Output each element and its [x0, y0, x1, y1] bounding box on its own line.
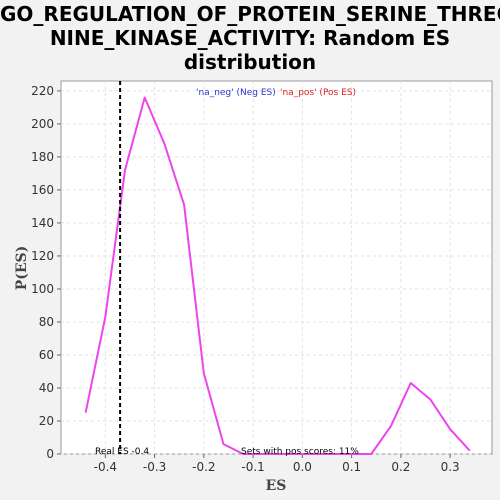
- x-tick-label: -0.2: [192, 460, 215, 474]
- y-tick-label: 60: [39, 348, 54, 362]
- y-tick-label: 120: [31, 249, 54, 263]
- y-tick-label: 0: [46, 447, 54, 461]
- title-line-1: GO_REGULATION_OF_PROTEIN_SERINE_THREO: [0, 2, 500, 26]
- chart-title: GO_REGULATION_OF_PROTEIN_SERINE_THREO NI…: [0, 2, 500, 74]
- x-tick-label: 0.3: [441, 460, 460, 474]
- y-tick-label: 140: [31, 216, 54, 230]
- y-tick-label: 80: [39, 315, 54, 329]
- x-tick-label: 0.1: [342, 460, 361, 474]
- x-axis-label: ES: [266, 478, 287, 494]
- x-tick-label: 0.0: [293, 460, 312, 474]
- y-tick-label: 100: [31, 282, 54, 296]
- real-es-label: Real ES -0.4: [95, 447, 149, 457]
- series-line: [84, 96, 471, 455]
- x-tick-label: -0.3: [143, 460, 166, 474]
- grid-lines: [61, 81, 492, 455]
- legend-pos: 'na_pos' (Pos ES): [280, 88, 356, 98]
- y-tick-label: 160: [31, 183, 54, 197]
- title-line-2: NINE_KINASE_ACTIVITY: Random ES: [49, 26, 451, 50]
- y-tick-label: 20: [39, 414, 54, 428]
- y-axis-ticks: 0 20 40 60 80 100 120 140 160 180 200 220: [31, 84, 61, 461]
- y-tick-label: 200: [31, 117, 54, 131]
- pos-scores-label: Sets with pos scores: 11%: [241, 447, 359, 457]
- x-tick-label: -0.4: [94, 460, 117, 474]
- x-tick-label: -0.1: [241, 460, 264, 474]
- y-axis-label: P(ES): [14, 246, 30, 291]
- x-tick-label: 0.2: [391, 460, 410, 474]
- y-tick-label: 180: [31, 150, 54, 164]
- y-tick-label: 220: [31, 84, 54, 98]
- y-tick-label: 40: [39, 381, 54, 395]
- title-line-3: distribution: [183, 50, 317, 74]
- x-axis-ticks: -0.4 -0.3 -0.2 -0.1 0.0 0.1 0.2 0.3: [94, 454, 460, 474]
- legend-neg: 'na_neg' (Neg ES): [196, 88, 276, 98]
